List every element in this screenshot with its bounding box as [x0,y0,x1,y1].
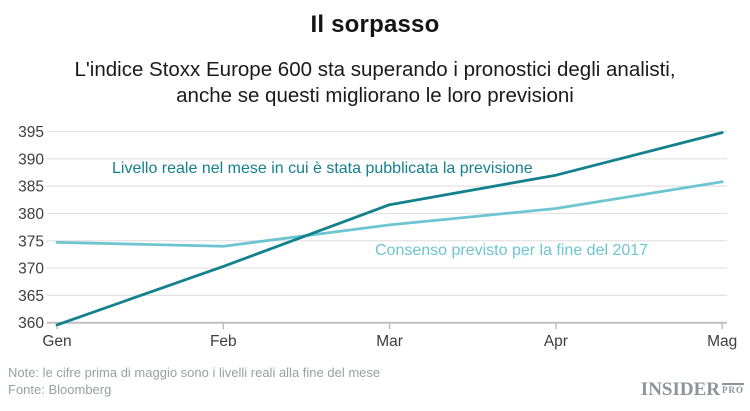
x-tick-label: Feb [210,333,237,350]
footnotes: Note: le cifre prima di maggio sono i li… [8,365,380,398]
subtitle-line-2: anche se questi migliorano le loro previ… [176,84,574,107]
logo-wordmark: INSIDER [640,379,720,400]
note-line: Note: le cifre prima di maggio sono i li… [8,365,381,380]
logo-pro-badge: PRO [722,383,744,395]
x-tick-label: Apr [544,333,568,350]
y-tick-label: 395 [18,124,44,141]
y-tick-label: 375 [18,233,44,250]
series-label-actual: Livello reale nel mese in cui è stata pu… [112,160,533,177]
source-line: Fonte: Bloomberg [8,381,112,397]
x-tick-label: Gen [42,333,71,350]
series-line-consensus [55,180,724,248]
y-tick-label: 380 [18,206,44,223]
chart-title: Il sorpasso [310,11,440,38]
insiderpro-logo: INSIDER PRO [641,380,744,399]
y-tick-label: 360 [18,315,44,332]
chart-subtitle: L'indice Stoxx Europe 600 sta superando … [0,57,750,109]
y-tick-label: 365 [18,288,44,305]
y-tick-label: 370 [18,261,44,278]
series-label-consensus: Consenso previsto per la fine del 2017 [375,242,649,259]
x-tick-label: Mag [707,333,737,350]
series-line-actual [55,131,724,327]
subtitle-line-1: L'indice Stoxx Europe 600 sta superando … [74,58,676,81]
y-tick-label: 390 [18,151,44,168]
y-tick-label: 385 [18,179,44,196]
x-tick-label: Mar [376,333,403,350]
